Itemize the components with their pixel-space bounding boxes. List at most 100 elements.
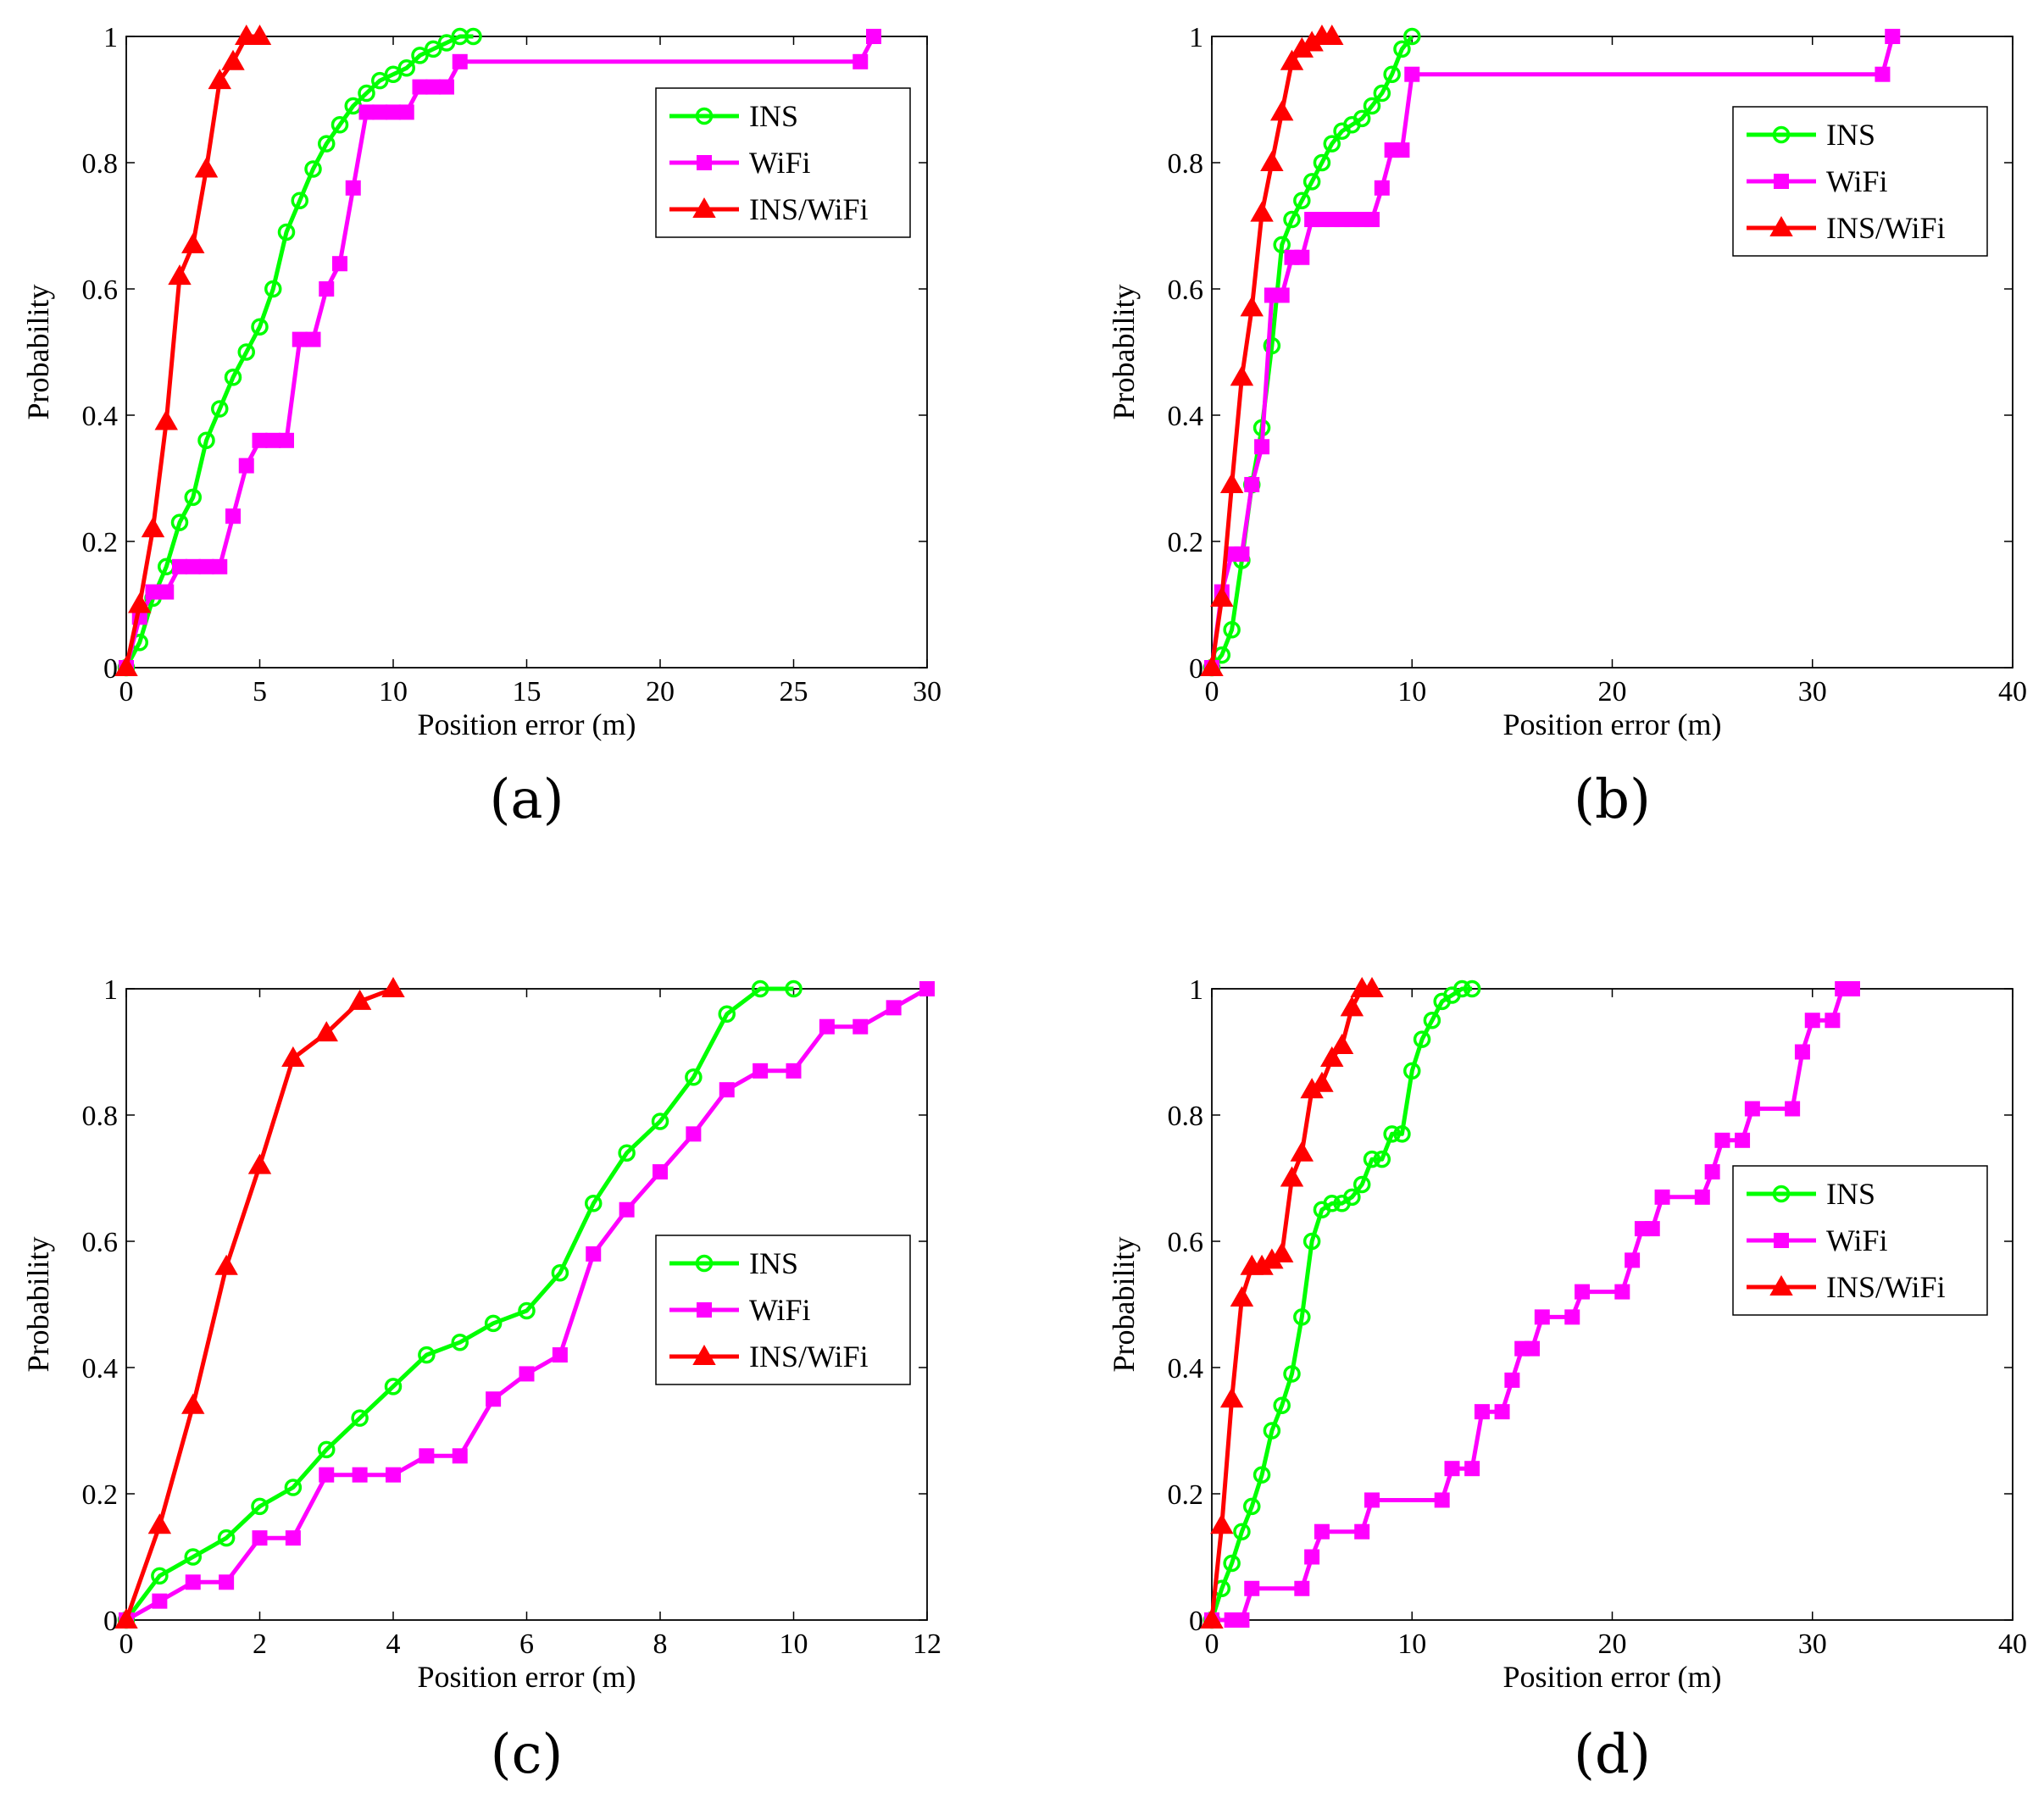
y-tick-label: 0 xyxy=(1189,1606,1203,1637)
data-point xyxy=(618,1144,636,1162)
series-wifi xyxy=(1204,29,1901,675)
data-point xyxy=(1654,1189,1670,1205)
data-point xyxy=(1302,173,1321,191)
data-point xyxy=(1294,249,1310,265)
data-point xyxy=(853,53,869,69)
data-point xyxy=(247,24,272,45)
data-point xyxy=(1253,1466,1271,1484)
x-tick-label: 5 xyxy=(253,676,267,707)
data-point xyxy=(886,1000,902,1016)
legend-item-wifi: WiFi xyxy=(1747,164,1888,198)
y-tick-label: 0.4 xyxy=(1168,1353,1204,1384)
data-point xyxy=(1354,1523,1370,1540)
data-point xyxy=(1293,191,1311,209)
data-point xyxy=(114,655,138,676)
data-point xyxy=(1294,1580,1310,1596)
data-point xyxy=(1704,1164,1720,1180)
data-point xyxy=(1383,1125,1401,1143)
data-point xyxy=(1313,153,1331,172)
data-point xyxy=(151,1567,169,1585)
data-point xyxy=(141,517,165,538)
data-point xyxy=(305,331,321,347)
x-tick-label: 20 xyxy=(1598,676,1627,707)
data-point xyxy=(552,1347,568,1363)
data-point xyxy=(1274,287,1290,303)
data-point xyxy=(1234,546,1250,562)
data-point xyxy=(277,223,296,241)
x-tick-label: 10 xyxy=(1397,676,1426,707)
data-point xyxy=(1374,180,1390,196)
data-point xyxy=(284,1479,303,1496)
data-point xyxy=(1785,1101,1801,1117)
data-point xyxy=(319,1467,335,1483)
data-point xyxy=(152,1593,168,1609)
data-point xyxy=(1304,1549,1320,1565)
series-ins-wifi xyxy=(114,976,405,1629)
x-tick-label: 8 xyxy=(653,1629,668,1660)
legend-item-wifi: WiFi xyxy=(669,1293,811,1327)
data-point xyxy=(1494,1404,1510,1420)
y-tick-label: 1 xyxy=(1189,22,1203,53)
data-point xyxy=(1694,1189,1710,1205)
data-point xyxy=(147,1513,172,1534)
chart-panel-d: 0 10 20 30 40 0 0.2 0.4 0.6 0.8 1 Position error (m… xyxy=(1107,974,2027,1786)
data-point xyxy=(437,34,456,52)
data-point xyxy=(1200,1607,1224,1629)
data-point xyxy=(214,1254,238,1275)
data-point xyxy=(1363,1150,1381,1168)
y-tick-label: 0 xyxy=(1189,653,1203,685)
data-point xyxy=(1403,1062,1421,1080)
legend-label: WiFi xyxy=(1826,1224,1888,1257)
data-point xyxy=(1293,1308,1311,1326)
legend-item-wifi: WiFi xyxy=(1747,1224,1888,1257)
data-point xyxy=(1735,1132,1751,1148)
data-point xyxy=(158,584,175,600)
y-tick-label: 0.6 xyxy=(1168,275,1204,306)
legend-label: INS/WiFi xyxy=(749,192,869,226)
chart-panel-b: 0 10 20 30 40 0 0.2 0.4 0.6 0.8 1 Position error (m… xyxy=(1107,22,2027,831)
series-wifi xyxy=(119,981,935,1628)
data-point xyxy=(418,1346,436,1364)
data-point xyxy=(1393,40,1411,58)
data-point xyxy=(247,1153,272,1174)
data-point xyxy=(185,1574,201,1590)
data-point xyxy=(1263,336,1281,355)
data-point xyxy=(866,29,881,44)
y-tick-label: 0 xyxy=(103,1606,118,1637)
y-tick-label: 0.4 xyxy=(82,1353,119,1384)
series-ins-wifi xyxy=(1200,24,1344,676)
legend-marker xyxy=(695,1254,714,1273)
data-point xyxy=(1504,1372,1520,1388)
data-point xyxy=(318,135,336,153)
data-point xyxy=(198,558,214,574)
data-point xyxy=(1210,586,1234,608)
x-tick-label: 40 xyxy=(1998,676,2027,707)
data-point xyxy=(486,1391,502,1407)
data-point xyxy=(386,104,401,120)
data-point xyxy=(785,979,803,998)
y-tick-label: 0.8 xyxy=(82,1101,119,1132)
data-point xyxy=(411,47,429,64)
y-tick-label: 0.2 xyxy=(82,527,119,558)
x-axis-label: Position error (m) xyxy=(1503,1660,1722,1694)
y-tick-label: 1 xyxy=(103,974,118,1006)
x-tick-label: 0 xyxy=(119,676,134,707)
data-point xyxy=(1260,150,1284,171)
legend-marker xyxy=(1772,1185,1791,1203)
data-point xyxy=(1323,1195,1341,1212)
data-point xyxy=(551,1264,569,1282)
y-tick-label: 0.2 xyxy=(1168,1479,1204,1511)
legend-label: INS xyxy=(749,1246,798,1280)
data-point xyxy=(484,1314,503,1333)
data-point xyxy=(919,981,935,996)
data-point xyxy=(1423,1012,1441,1029)
x-tick-label: 10 xyxy=(379,676,408,707)
data-point xyxy=(217,1529,236,1547)
data-point xyxy=(1302,1232,1321,1251)
legend-marker xyxy=(1769,215,1793,236)
data-point xyxy=(1363,97,1381,115)
data-point xyxy=(1845,981,1860,996)
data-point xyxy=(1614,1284,1630,1300)
x-tick-label: 2 xyxy=(253,1629,267,1660)
x-tick-label: 6 xyxy=(519,1629,534,1660)
